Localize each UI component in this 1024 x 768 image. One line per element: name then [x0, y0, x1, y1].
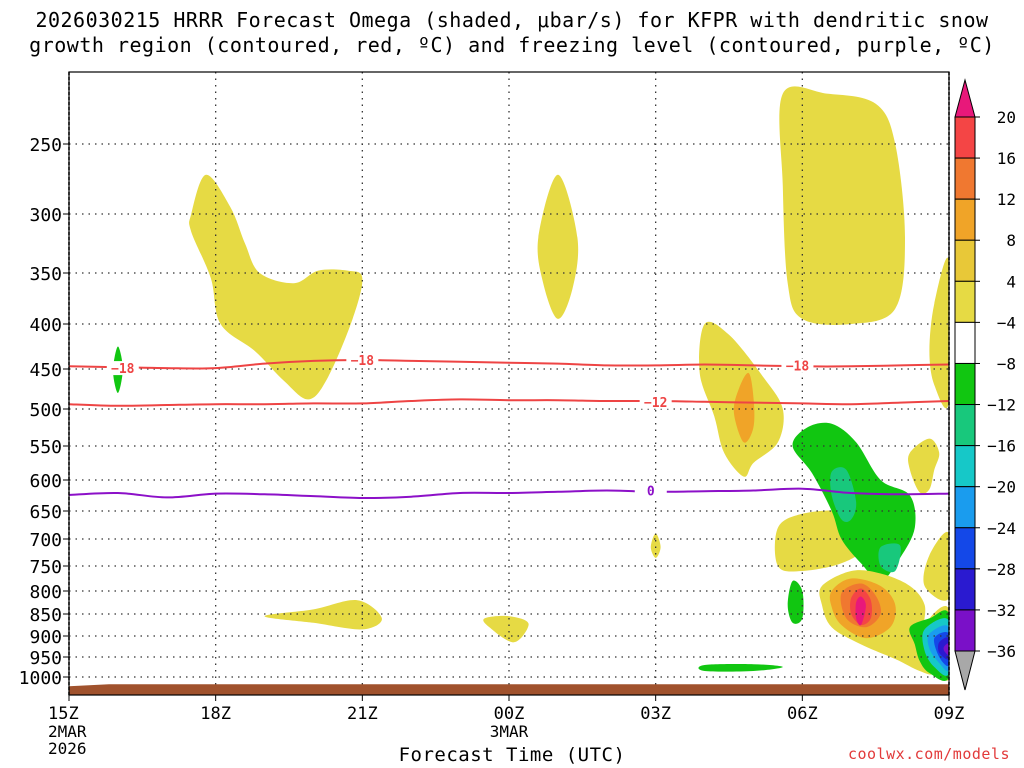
- colorbar-bottom-arrow: [954, 650, 976, 691]
- omega-2330: [483, 615, 529, 643]
- dgz-minus18-label-bg: [781, 358, 814, 373]
- x-tick-label-03Z: 03Z: [640, 704, 671, 724]
- chart-title-line2: growth region (contoured, red, ºC) and f…: [29, 33, 995, 57]
- colorbar-box-12: [954, 609, 976, 652]
- colorbar-label-11: −28: [987, 560, 1016, 579]
- y-tick-label-800: 800: [29, 582, 62, 603]
- y-tick-label-250: 250: [29, 135, 62, 156]
- x-tick-label-09Z: 09Z: [934, 704, 965, 724]
- colorbar-label-9: −20: [987, 478, 1016, 497]
- y-tick-labels: 2503003504004505005506006507007508008509…: [19, 135, 62, 689]
- freezing-level-0-line: [69, 487, 949, 500]
- colorbar-box-11: [954, 568, 976, 611]
- colorbar-label-8: −16: [987, 437, 1016, 456]
- omega-0030-lower: [650, 533, 661, 558]
- x-tick-label-00Z: 00Z: [494, 704, 525, 724]
- x-tick-year-15Z: 2026: [48, 739, 87, 758]
- chart-title-line1: 2026030215 HRRR Forecast Omega (shaded, …: [35, 8, 989, 32]
- colorbar-box-7: [954, 404, 976, 447]
- dgz-minus12-line: [69, 398, 949, 407]
- omega-green-0400-low: [698, 664, 783, 672]
- y-tick-label-300: 300: [29, 205, 62, 226]
- dgz-minus12-label: −12: [644, 396, 667, 411]
- omega-shading: [113, 86, 949, 681]
- dgz-minus12-label-bg: [639, 394, 672, 409]
- colorbar-box-4: [954, 280, 976, 323]
- x-tick-label-06Z: 06Z: [787, 704, 818, 724]
- dgz-minus18-label-bg: [106, 361, 139, 376]
- omega-right-edge: [929, 257, 949, 409]
- omega-0700-max: [855, 596, 866, 626]
- colorbar-box-6: [954, 362, 976, 406]
- colorbar-box-10: [954, 527, 976, 570]
- omega-right-yellow-750: [923, 531, 949, 601]
- terrain: [69, 684, 949, 695]
- dgz-minus18-label: −18: [786, 359, 810, 374]
- credit-text: coolwx.com/models: [847, 745, 1010, 763]
- colorbar-label-10: −24: [987, 519, 1016, 538]
- colorbar-label-6: −8: [997, 354, 1016, 373]
- colorbar-box-3: [954, 239, 976, 282]
- colorbar-box-8: [954, 445, 976, 488]
- omega-violet-0900: [943, 643, 949, 656]
- y-tick-label-350: 350: [29, 264, 62, 285]
- y-tick-label-450: 450: [29, 360, 62, 381]
- y-tick-label-900: 900: [29, 627, 62, 648]
- colorbar-box-1: [954, 157, 976, 200]
- x-tick-date-15Z: 2MAR: [48, 722, 87, 741]
- x-axis-label: Forecast Time (UTC): [398, 744, 626, 766]
- omega-0830: [908, 438, 940, 494]
- omega-upper-0530: [779, 86, 905, 325]
- colorbar-label-4: 4: [1006, 272, 1016, 291]
- colorbar: 20 16 12 8 4 −4 −8 −12 −16 −20 −24 −28 −32 −36: [954, 78, 1016, 691]
- x-tick-label-21Z: 21Z: [347, 704, 378, 724]
- y-tick-label-650: 650: [29, 502, 62, 523]
- chart-title: 2026030215 HRRR Forecast Omega (shaded, …: [0, 8, 1024, 58]
- omega-upper-0130: [537, 174, 579, 319]
- contours: −18 −18 −18 −12 0: [69, 353, 949, 500]
- y-tick-label-750: 750: [29, 557, 62, 578]
- colorbar-top-arrow: [954, 78, 976, 118]
- colorbar-box-0: [954, 116, 976, 159]
- axes: [63, 71, 950, 701]
- y-tick-label-600: 600: [29, 471, 62, 492]
- colorbar-label-12: −32: [987, 601, 1016, 620]
- dgz-minus18-label: −18: [111, 362, 135, 377]
- freezing-level-0-label-bg: [634, 483, 667, 498]
- colorbar-label-3: 8: [1006, 231, 1016, 250]
- freezing-level-0-label: 0: [647, 485, 655, 500]
- dgz-minus18-label: −18: [351, 354, 375, 369]
- y-tick-label-550: 550: [29, 437, 62, 458]
- omega-upper-left: [189, 174, 363, 400]
- y-tick-label-950: 950: [29, 648, 62, 669]
- y-tick-label-400: 400: [29, 315, 62, 336]
- colorbar-label-2: 12: [997, 190, 1016, 209]
- terrain-surface: [69, 684, 949, 695]
- omega-0400-core: [733, 372, 755, 443]
- colorbar-label-7: −12: [987, 396, 1016, 415]
- omega-teal-2: [878, 543, 901, 573]
- y-tick-label-1000: 1000: [19, 668, 62, 689]
- dgz-minus18-label-bg: [346, 353, 379, 367]
- x-tick-label-15Z: 15Z: [48, 704, 79, 724]
- colorbar-box-9: [954, 486, 976, 529]
- colorbar-label-5: −4: [997, 313, 1016, 332]
- x-tick-date-00Z: 3MAR: [490, 722, 529, 741]
- x-tick-label-18Z: 18Z: [200, 704, 231, 724]
- colorbar-label-1: 16: [997, 149, 1016, 168]
- omega-teal-1: [830, 467, 857, 523]
- colorbar-label-13: −36: [987, 642, 1016, 661]
- y-tick-label-850: 850: [29, 605, 62, 626]
- y-tick-label-500: 500: [29, 400, 62, 421]
- omega-purple-0900: [938, 637, 949, 660]
- colorbar-box-5: [954, 321, 976, 364]
- y-tick-label-700: 700: [29, 530, 62, 551]
- colorbar-label-0: 20: [997, 108, 1016, 127]
- colorbar-box-2: [954, 198, 976, 241]
- omega-lower-left: [264, 600, 382, 630]
